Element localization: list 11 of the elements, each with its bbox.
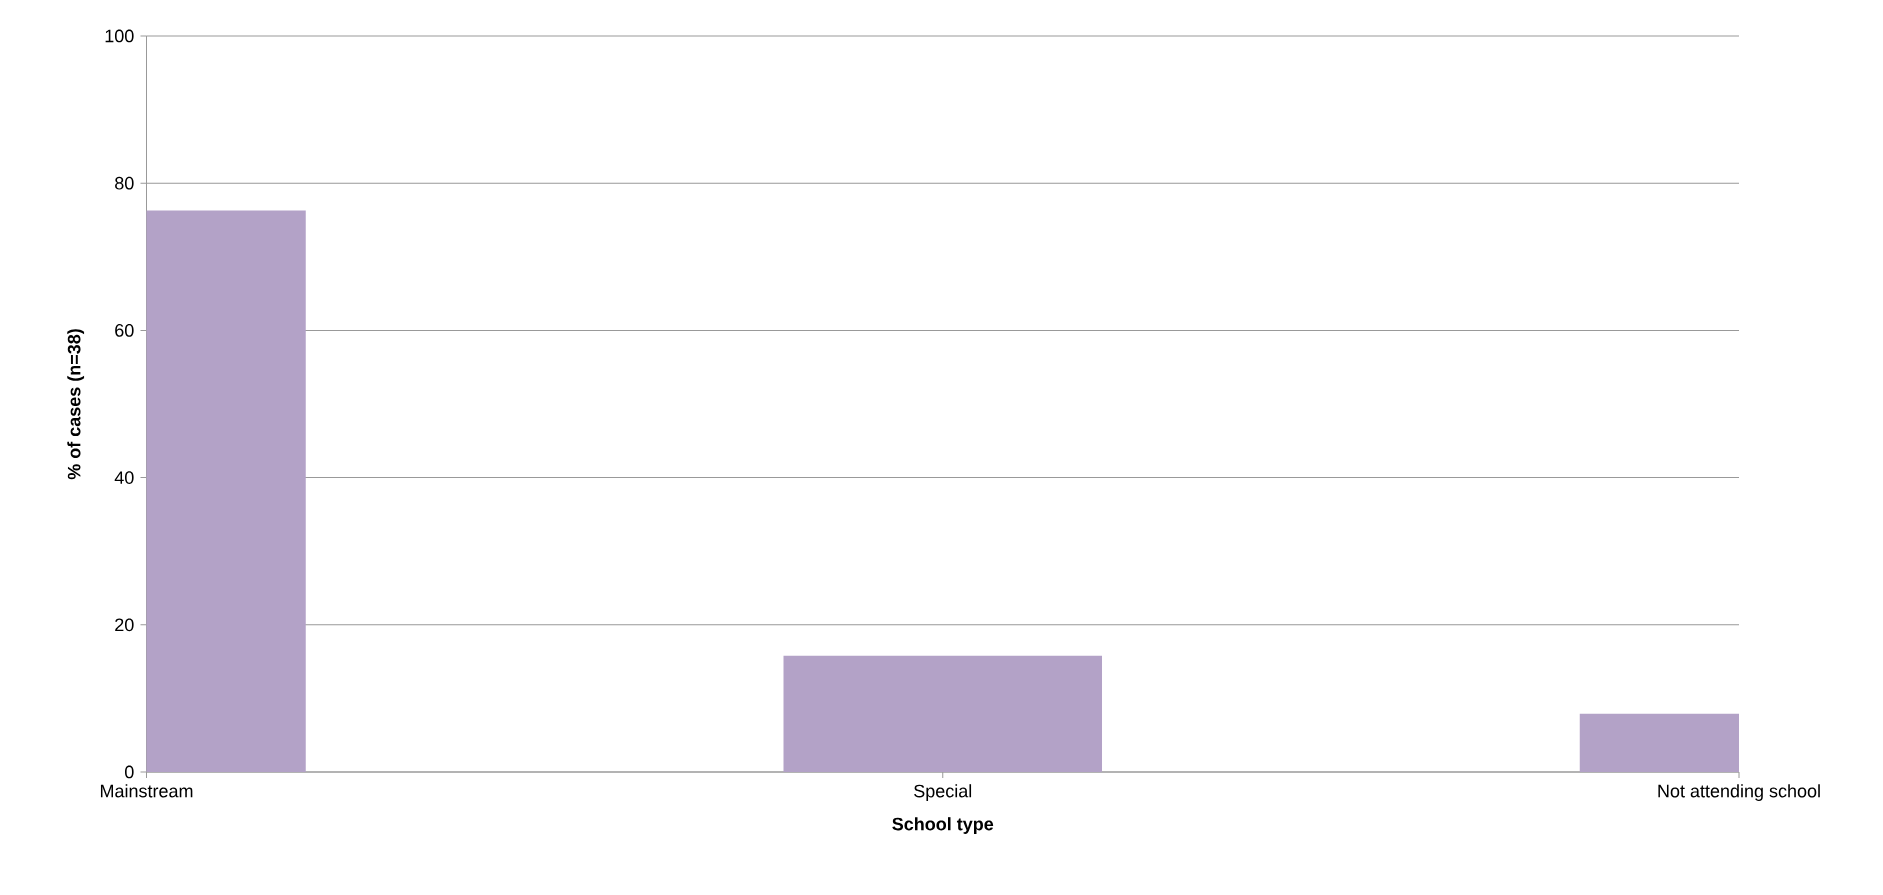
x-tick-label: Special — [914, 784, 972, 801]
x-axis-title: School type — [892, 817, 994, 834]
y-tick-label: 40 — [114, 471, 134, 484]
x-tick-label: Mainstream — [100, 784, 193, 798]
y-axis-title: % of cases (n=38) — [67, 329, 85, 480]
y-tick-label: 20 — [115, 618, 134, 632]
y-tick-label: 80 — [115, 176, 134, 190]
y-tick-label: 60 — [115, 324, 134, 337]
y-tick-label: 100 — [105, 29, 134, 43]
y-tick-label: 0 — [125, 765, 134, 779]
x-tick-label: Not attending school — [1658, 784, 1820, 801]
